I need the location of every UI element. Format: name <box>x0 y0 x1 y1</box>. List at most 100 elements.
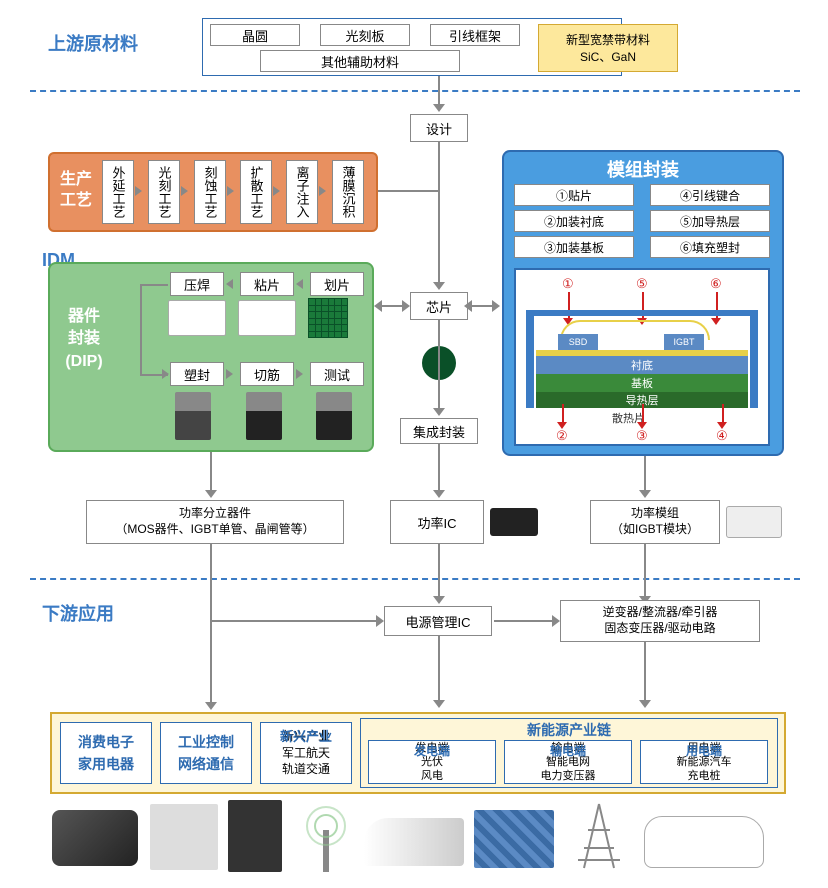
mfg-step-3: 扩散工艺 <box>240 160 272 224</box>
mod-step-0: ①贴片 <box>514 184 634 206</box>
img-server <box>228 800 282 872</box>
app-consumer: 消费电子 家用电器 <box>60 722 152 784</box>
box-photomask: 光刻板 <box>320 24 410 46</box>
app-use-hd: 用电端 <box>640 742 768 759</box>
arrow-head-dip-l <box>374 300 382 312</box>
dip-img-t2 <box>308 298 348 338</box>
mfg-arr-4 <box>319 186 326 196</box>
layer-baseplate: 基板 <box>536 374 748 392</box>
callout-4: ④ <box>716 428 728 444</box>
diagram-canvas: 上游原材料 IDM 下游应用 晶圆 光刻板 引线框架 其他辅助材料 新型宽禁带材… <box>0 0 828 888</box>
section-downstream: 下游应用 <box>42 600 114 626</box>
box-chip: 芯片 <box>410 292 468 320</box>
mod-step-5: ⑥填充塑封 <box>650 236 770 258</box>
img-ups <box>150 804 218 870</box>
red-head-2 <box>557 422 567 429</box>
dip-arr-b1 <box>296 369 303 379</box>
arr-disc-down <box>210 544 212 704</box>
dip-arr-t0 <box>226 279 233 289</box>
arr-mod-prod-h <box>639 490 651 498</box>
box-pmic: 电源管理IC <box>384 606 492 636</box>
arrow-design-chip-h <box>378 190 438 192</box>
red-head-3 <box>637 422 647 429</box>
dip-arr-t1 <box>296 279 303 289</box>
arr-dip-prod <box>210 452 212 492</box>
box-inverter: 逆变器/整流器/牵引器 固态变压器/驱动电路 <box>560 600 760 642</box>
arr-mod-pmic-hh <box>552 615 560 627</box>
app-gen-hd: 发电端 <box>368 742 496 759</box>
arr-int-prod <box>438 444 440 492</box>
arrow-down-1 <box>438 76 440 106</box>
mfg-arr-0 <box>135 186 142 196</box>
dip-title: 器件 封装 (DIP) <box>56 306 112 373</box>
arr-ic-down-h <box>433 596 445 604</box>
dip-step-t2: 划片 <box>310 272 364 296</box>
mod-step-2: ③加装基板 <box>514 236 634 258</box>
mfg-step-0: 外延工艺 <box>102 160 134 224</box>
module-img <box>726 506 782 538</box>
box-other: 其他辅助材料 <box>260 50 460 72</box>
dip-step-t1: 粘片 <box>240 272 294 296</box>
arr-mod-prod <box>644 456 646 492</box>
app-trans-hd: 输电端 <box>504 742 632 759</box>
frame-l <box>526 310 534 408</box>
arr-pmic-down <box>438 636 440 702</box>
ic-chip-img <box>490 508 538 536</box>
mod-step-4: ⑤加导热层 <box>650 210 770 232</box>
img-car <box>644 816 764 868</box>
dip-img-b2 <box>316 392 352 440</box>
section-upstream: 上游原材料 <box>48 30 138 56</box>
frame-t <box>526 310 758 316</box>
callout-2: ② <box>556 428 568 444</box>
arrow-head-chip <box>433 282 445 290</box>
arrow-head-mod-r <box>492 300 500 312</box>
img-antenna <box>296 800 356 872</box>
mfg-step-4: 离子注入 <box>286 160 318 224</box>
img-train <box>364 818 464 866</box>
dip-step-b1: 切筋 <box>240 362 294 386</box>
arrow-head-int <box>433 408 445 416</box>
box-design: 设计 <box>410 114 468 142</box>
mfg-arr-1 <box>181 186 188 196</box>
box-module: 功率模组 （如IGBT模块） <box>590 500 720 544</box>
dip-arr-h2 <box>162 369 169 379</box>
arrow-chip-int <box>438 320 440 410</box>
arrow-head-mod-l <box>464 300 472 312</box>
red-head-4 <box>717 422 727 429</box>
dip-step-b2: 测试 <box>310 362 364 386</box>
dip-vert <box>140 284 142 374</box>
layer-sbd: SBD <box>558 334 598 350</box>
arr-ic-down <box>438 544 440 598</box>
app-energy-title: 新能源产业链 <box>360 720 778 740</box>
mod-step-3: ④引线键合 <box>650 184 770 206</box>
mfg-step-1: 光刻工艺 <box>148 160 180 224</box>
arr-mod-pmic-h <box>494 620 558 622</box>
arr-mod-down <box>644 544 646 598</box>
arr-int-prod-h <box>433 490 445 498</box>
red-head-6 <box>711 318 721 325</box>
arrow-head-dip-r <box>402 300 410 312</box>
mod-step-1: ②加装衬底 <box>514 210 634 232</box>
box-wafer: 晶圆 <box>210 24 300 46</box>
arr-disc-pmic-hh <box>376 615 384 627</box>
box-wbg: 新型宽禁带材料 SiC、GaN <box>538 24 678 72</box>
dip-img-b1 <box>246 392 282 440</box>
layer-substrate: 衬底 <box>536 356 748 374</box>
box-integrated: 集成封装 <box>400 418 478 444</box>
app-industrial: 工业控制 网络通信 <box>160 722 252 784</box>
dip-arr-b0 <box>226 369 233 379</box>
arr-inv-down <box>644 642 646 702</box>
box-leadframe: 引线框架 <box>430 24 520 46</box>
arrow-head-1 <box>433 104 445 112</box>
mfg-arr-3 <box>273 186 280 196</box>
dip-step-t0: 压焊 <box>170 272 224 296</box>
mfg-arr-2 <box>227 186 234 196</box>
mfg-step-5: 薄膜沉积 <box>332 160 364 224</box>
dip-step-b0: 塑封 <box>170 362 224 386</box>
divider-2 <box>30 578 800 580</box>
manufacturing-title: 生产 工艺 <box>56 170 96 212</box>
callout-1: ① <box>562 276 574 292</box>
box-ic: 功率IC <box>390 500 484 544</box>
callout-5: ⑤ <box>636 276 648 292</box>
callout-6: ⑥ <box>710 276 722 292</box>
